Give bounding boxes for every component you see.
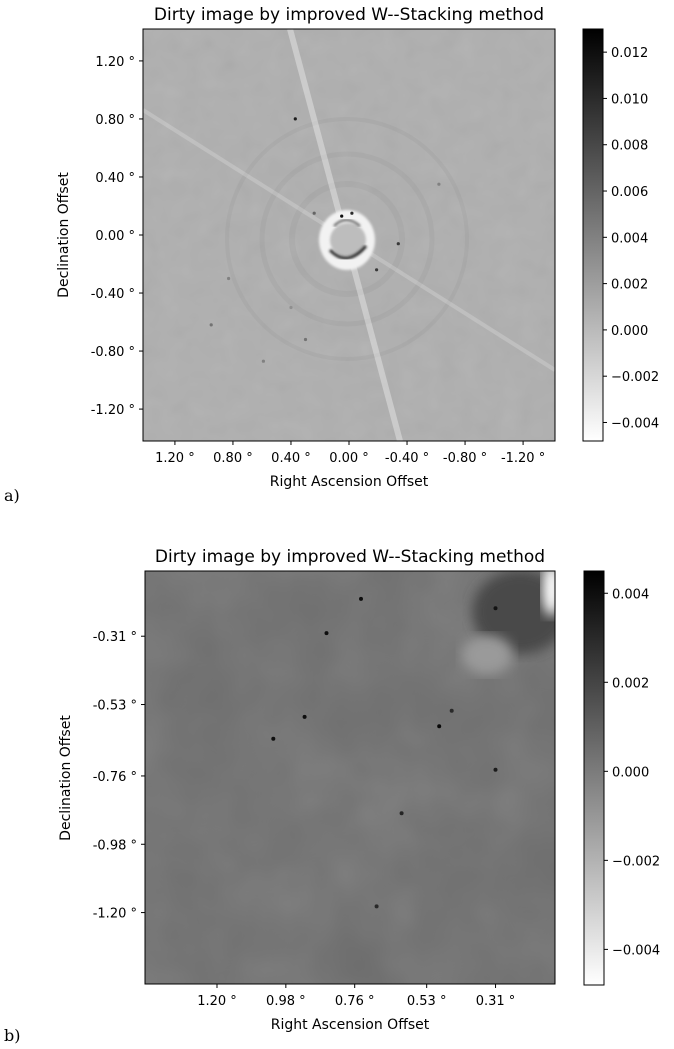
colorbar-tick-label-a-8: −0.004 (611, 416, 659, 431)
colorbar-ticks-b: 0.004 0.002 0.000 −0.002 −0.004 (604, 587, 660, 958)
colorbar-tick-label-a-7: −0.002 (611, 370, 659, 385)
source-point-b-8 (399, 811, 404, 816)
source-point-a-3 (396, 242, 400, 246)
source-point-b-6 (493, 767, 498, 772)
source-point-a-9 (303, 337, 308, 342)
y-tick-label-a-3: 0.00 ° (95, 229, 135, 244)
colorbar-a (582, 28, 604, 442)
colorbar-tick-label-a-3: 0.006 (611, 185, 648, 200)
source-point-b-1 (324, 631, 329, 636)
colorbar-b (583, 570, 605, 986)
x-tick-label-a-5: -0.80 ° (443, 451, 487, 466)
y-tick-label-b-0: -0.31 ° (93, 630, 137, 645)
y-tick-label-b-2: -0.76 ° (93, 770, 137, 785)
x-tick-label-b-4: 0.31 ° (476, 994, 516, 1009)
x-axis-label-a: Right Ascension Offset (270, 474, 429, 490)
source-point-a-5 (312, 211, 316, 215)
source-point-b-3 (271, 736, 276, 741)
image-area-b (145, 571, 555, 984)
source-point-b-4 (437, 724, 442, 729)
x-tick-label-a-6: -1.20 ° (501, 451, 545, 466)
colorbar-tick-label-a-5: 0.002 (611, 278, 648, 293)
colorbar-tick-label-a-4: 0.004 (611, 231, 648, 246)
y-tick-label-a-6: -1.20 ° (91, 403, 135, 418)
chart-title-b: Dirty image by improved W--Stacking meth… (155, 547, 545, 567)
x-tick-label-b-1: 0.98 ° (266, 994, 306, 1009)
source-point-b-2 (302, 714, 307, 719)
x-tick-label-a-4: -0.40 ° (385, 451, 429, 466)
x-tick-label-b-3: 0.53 ° (407, 994, 447, 1009)
chart-title-a: Dirty image by improved W--Stacking meth… (154, 5, 544, 25)
source-point-a-11 (289, 305, 293, 310)
source-point-b-9 (374, 904, 379, 909)
colorbar-tick-label-b-4: −0.004 (612, 943, 660, 958)
colorbar-tick-label-b-3: −0.002 (612, 854, 660, 869)
source-point-b-7 (493, 606, 498, 611)
y-tick-label-a-2: 0.40 ° (95, 171, 135, 186)
x-ticks-b: 1.20 ° 0.98 ° 0.76 ° 0.53 ° 0.31 ° (197, 984, 515, 1009)
panel-a: Dirty image by improved W--Stacking meth… (56, 5, 659, 490)
source-point-a-8 (209, 323, 213, 327)
x-axis-label-b: Right Ascension Offset (271, 1017, 430, 1033)
source-point-b-0 (359, 596, 363, 601)
colorbar-tick-label-b-2: 0.000 (612, 765, 649, 780)
source-point-b-5 (449, 708, 454, 713)
colorbar-tick-label-a-1: 0.010 (611, 92, 648, 107)
source-point-a-4 (375, 268, 379, 272)
colorbar-tick-label-b-0: 0.004 (612, 587, 649, 602)
y-axis-label-a: Declination Offset (56, 172, 72, 298)
x-tick-label-a-2: 0.40 ° (271, 451, 311, 466)
x-tick-label-a-1: 0.80 ° (213, 451, 253, 466)
panel-label-a: a) (4, 486, 20, 505)
axes-frame-b (144, 570, 556, 985)
point-sources-a (209, 117, 441, 363)
x-tick-label-b-2: 0.76 ° (335, 994, 375, 1009)
y-tick-label-b-1: -0.53 ° (93, 699, 137, 714)
y-tick-label-b-4: -1.20 ° (93, 907, 137, 922)
x-tick-label-a-0: 1.20 ° (155, 451, 195, 466)
panel-label-b: b) (4, 1026, 21, 1045)
colorbar-tick-label-a-2: 0.008 (611, 139, 648, 154)
colorbar-tick-label-b-1: 0.002 (612, 676, 649, 691)
edge-artifact-b (461, 571, 555, 675)
y-tick-label-a-4: -0.40 ° (91, 287, 135, 302)
central-extended-source-a (319, 210, 375, 270)
point-sources-b (271, 596, 498, 909)
y-tick-label-a-5: -0.80 ° (91, 345, 135, 360)
colorbar-tick-label-a-6: 0.000 (611, 324, 648, 339)
source-point-a-6 (437, 182, 441, 186)
source-point-a-1 (340, 214, 344, 218)
panel-b: Dirty image by improved W--Stacking meth… (58, 547, 660, 1033)
source-point-a-0 (293, 117, 297, 121)
y-tick-label-b-3: -0.98 ° (93, 838, 137, 853)
ripple-rings-a (225, 117, 469, 361)
y-axis-label-b: Declination Offset (58, 715, 74, 841)
source-point-a-7 (227, 276, 231, 281)
y-ticks-b: -0.31 ° -0.53 ° -0.76 ° -0.98 ° -1.20 ° (93, 630, 145, 922)
x-ticks-a: 1.20 ° 0.80 ° 0.40 ° 0.00 ° -0.40 ° -0.80 ° -1… (155, 441, 545, 466)
colorbar-ticks-a: 0.012 0.010 0.008 0.006 0.004 0.002 0.000 −0.00… (603, 46, 659, 431)
colorbar-tick-label-a-0: 0.012 (611, 46, 648, 61)
source-point-a-10 (261, 359, 265, 363)
y-ticks-a: 1.20 ° 0.80 ° 0.40 ° 0.00 ° -0.40 ° -0.80 ° -1… (91, 55, 143, 418)
x-tick-label-a-3: 0.00 ° (329, 451, 369, 466)
x-tick-label-b-0: 1.20 ° (197, 994, 237, 1009)
image-area-a (143, 29, 555, 441)
y-tick-label-a-1: 0.80 ° (95, 113, 135, 128)
y-tick-label-a-0: 1.20 ° (95, 55, 135, 70)
source-point-a-2 (350, 211, 354, 215)
